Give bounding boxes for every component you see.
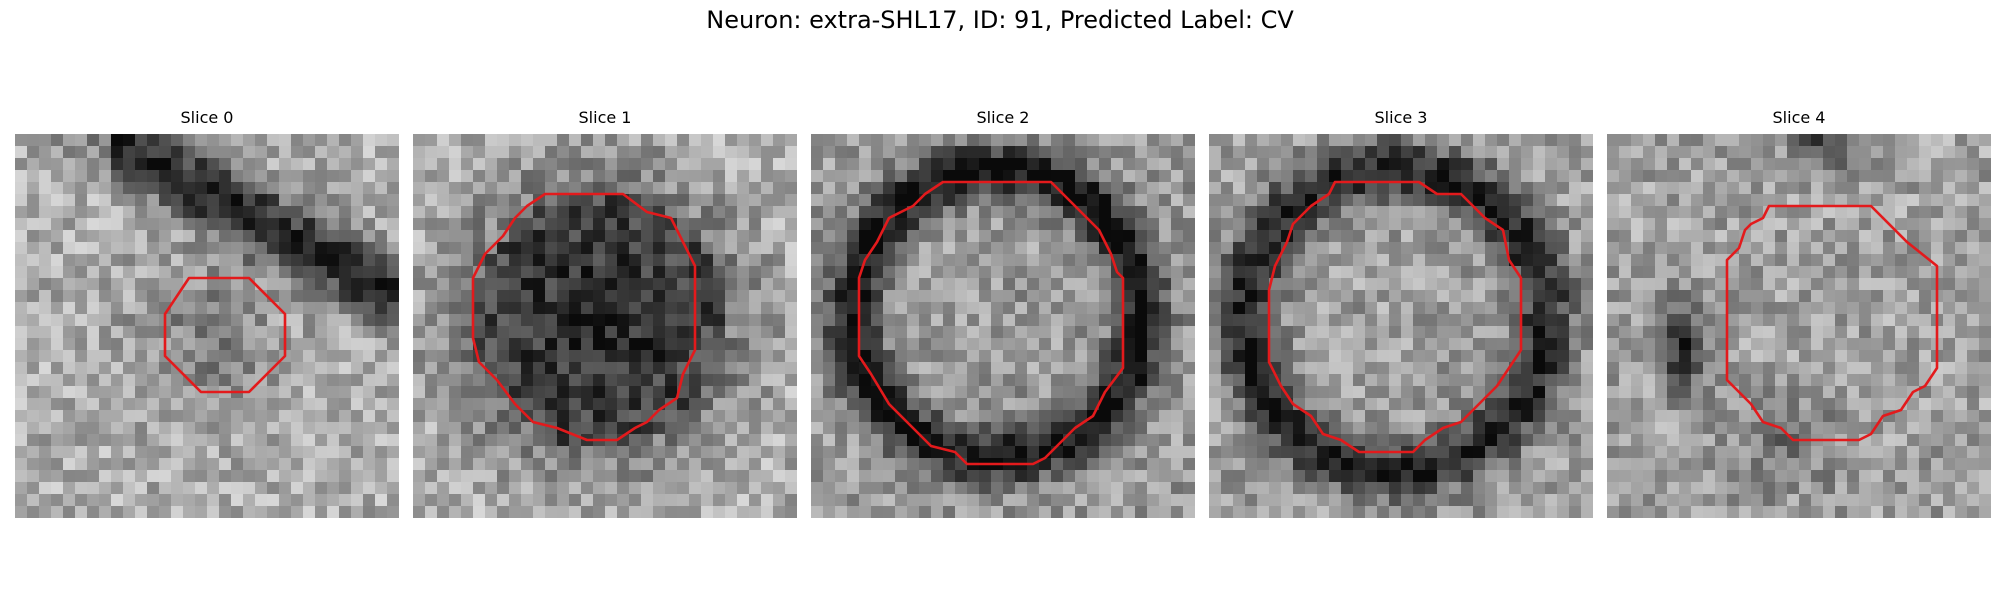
slice-image (1607, 134, 1991, 518)
slice-svg (413, 134, 797, 518)
slice-image (15, 134, 399, 518)
figure-title: Neuron: extra-SHL17, ID: 91, Predicted L… (706, 6, 1294, 34)
segmentation-contour (1267, 180, 1523, 454)
pixel-grid (1209, 134, 1593, 518)
slice-svg (15, 134, 399, 518)
slice-title: Slice 3 (1374, 108, 1428, 127)
slice-svg (1209, 134, 1593, 518)
slice-image (1209, 134, 1593, 518)
slice-title: Slice 1 (578, 108, 632, 127)
slice-image (811, 134, 1195, 518)
slice-svg (811, 134, 1195, 518)
segmentation-contour (857, 180, 1125, 466)
slice-title: Slice 4 (1772, 108, 1826, 127)
slice-title: Slice 2 (976, 108, 1030, 127)
pixel-grid (15, 134, 399, 518)
pixel-grid (811, 134, 1195, 518)
segmentation-contour (471, 192, 697, 442)
slice-svg (1607, 134, 1991, 518)
segmentation-contour (163, 276, 287, 394)
slice-image (413, 134, 797, 518)
pixel-grid (1607, 134, 1991, 518)
slice-title: Slice 0 (180, 108, 234, 127)
pixel-grid (413, 134, 797, 518)
segmentation-contour (1725, 204, 1939, 442)
